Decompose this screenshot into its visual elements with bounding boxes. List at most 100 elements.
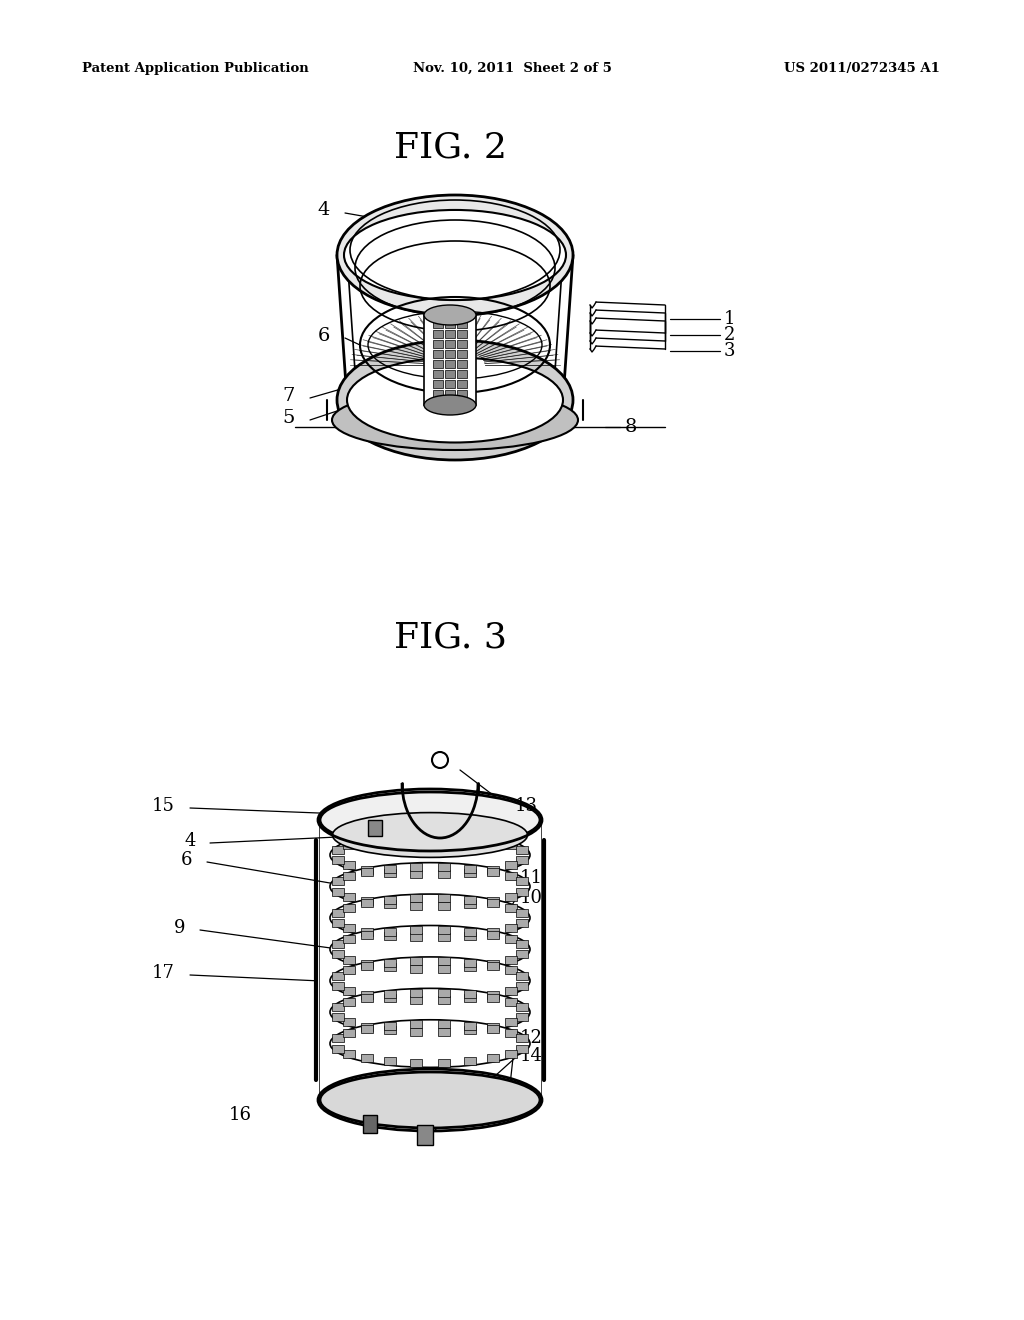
Ellipse shape	[344, 210, 566, 300]
Bar	[360, 837, 373, 845]
Ellipse shape	[337, 195, 573, 315]
Bar	[445, 370, 455, 378]
Bar	[343, 966, 355, 974]
Bar	[411, 933, 422, 941]
Bar	[411, 1059, 422, 1067]
Bar	[505, 998, 517, 1006]
Text: 10: 10	[520, 888, 543, 907]
Bar	[516, 940, 527, 948]
Bar	[516, 1044, 527, 1052]
Bar	[487, 991, 499, 999]
Bar	[384, 932, 396, 940]
Bar	[360, 899, 373, 907]
Bar	[343, 998, 355, 1006]
Ellipse shape	[347, 358, 563, 442]
Bar	[433, 360, 443, 368]
Bar	[457, 380, 467, 388]
Bar	[384, 928, 396, 936]
Bar	[487, 899, 499, 907]
Ellipse shape	[330, 989, 530, 1036]
Bar	[445, 380, 455, 388]
Bar	[433, 389, 443, 399]
Bar	[433, 380, 443, 388]
Bar	[516, 982, 527, 990]
Ellipse shape	[330, 1020, 530, 1068]
Bar	[343, 873, 355, 880]
Bar	[438, 895, 450, 903]
Bar	[384, 1057, 396, 1065]
Text: 8: 8	[625, 418, 637, 436]
Bar	[438, 870, 450, 878]
Bar	[516, 972, 527, 979]
Bar	[457, 389, 467, 399]
Bar	[384, 900, 396, 908]
Bar	[487, 1055, 499, 1063]
Bar	[464, 928, 476, 936]
Bar	[384, 964, 396, 972]
Bar	[464, 1057, 476, 1065]
Bar	[360, 994, 373, 1002]
Text: 16: 16	[228, 1106, 252, 1125]
Bar	[411, 863, 422, 871]
Bar	[487, 931, 499, 939]
Bar	[516, 950, 527, 958]
Bar	[360, 898, 373, 906]
Bar	[457, 341, 467, 348]
Bar	[516, 908, 527, 917]
Ellipse shape	[319, 1072, 540, 1129]
Bar	[384, 990, 396, 998]
Bar	[464, 990, 476, 998]
Bar	[438, 957, 450, 965]
Bar	[411, 997, 422, 1005]
Bar	[438, 1020, 450, 1028]
Text: 4: 4	[184, 832, 196, 850]
Bar	[487, 1023, 499, 1031]
Text: 6: 6	[180, 851, 193, 869]
Text: 15: 15	[153, 797, 175, 814]
Bar	[505, 861, 517, 870]
Ellipse shape	[424, 305, 476, 325]
Bar	[464, 869, 476, 876]
Bar	[464, 1022, 476, 1030]
Bar	[445, 330, 455, 338]
Bar	[332, 982, 344, 990]
Text: 2: 2	[724, 326, 735, 345]
Text: 14: 14	[520, 1047, 543, 1065]
Bar	[457, 360, 467, 368]
Bar	[505, 1049, 517, 1057]
Bar	[384, 865, 396, 873]
Bar	[464, 900, 476, 908]
Bar	[411, 902, 422, 909]
Bar	[445, 360, 455, 368]
Bar	[438, 832, 450, 840]
Bar	[487, 1024, 499, 1034]
Bar	[411, 925, 422, 933]
Bar	[368, 820, 382, 836]
Bar	[464, 932, 476, 940]
Bar	[332, 857, 344, 865]
Bar	[360, 931, 373, 939]
Bar	[332, 1035, 344, 1043]
Bar	[464, 994, 476, 1002]
Bar	[332, 1014, 344, 1022]
Bar	[438, 965, 450, 973]
Bar	[360, 1023, 373, 1031]
Bar	[516, 846, 527, 854]
Bar	[445, 319, 455, 327]
Bar	[457, 330, 467, 338]
Bar	[343, 861, 355, 870]
Bar	[343, 924, 355, 932]
Bar	[332, 940, 344, 948]
Bar	[360, 991, 373, 999]
Bar	[411, 1020, 422, 1028]
Text: 4: 4	[317, 201, 330, 219]
Bar	[332, 1003, 344, 1011]
Bar	[457, 350, 467, 358]
Bar	[487, 866, 499, 874]
Bar	[487, 962, 499, 970]
Bar	[384, 1026, 396, 1034]
Ellipse shape	[330, 832, 530, 879]
Bar	[464, 1026, 476, 1034]
Ellipse shape	[332, 389, 578, 450]
Bar	[360, 960, 373, 968]
